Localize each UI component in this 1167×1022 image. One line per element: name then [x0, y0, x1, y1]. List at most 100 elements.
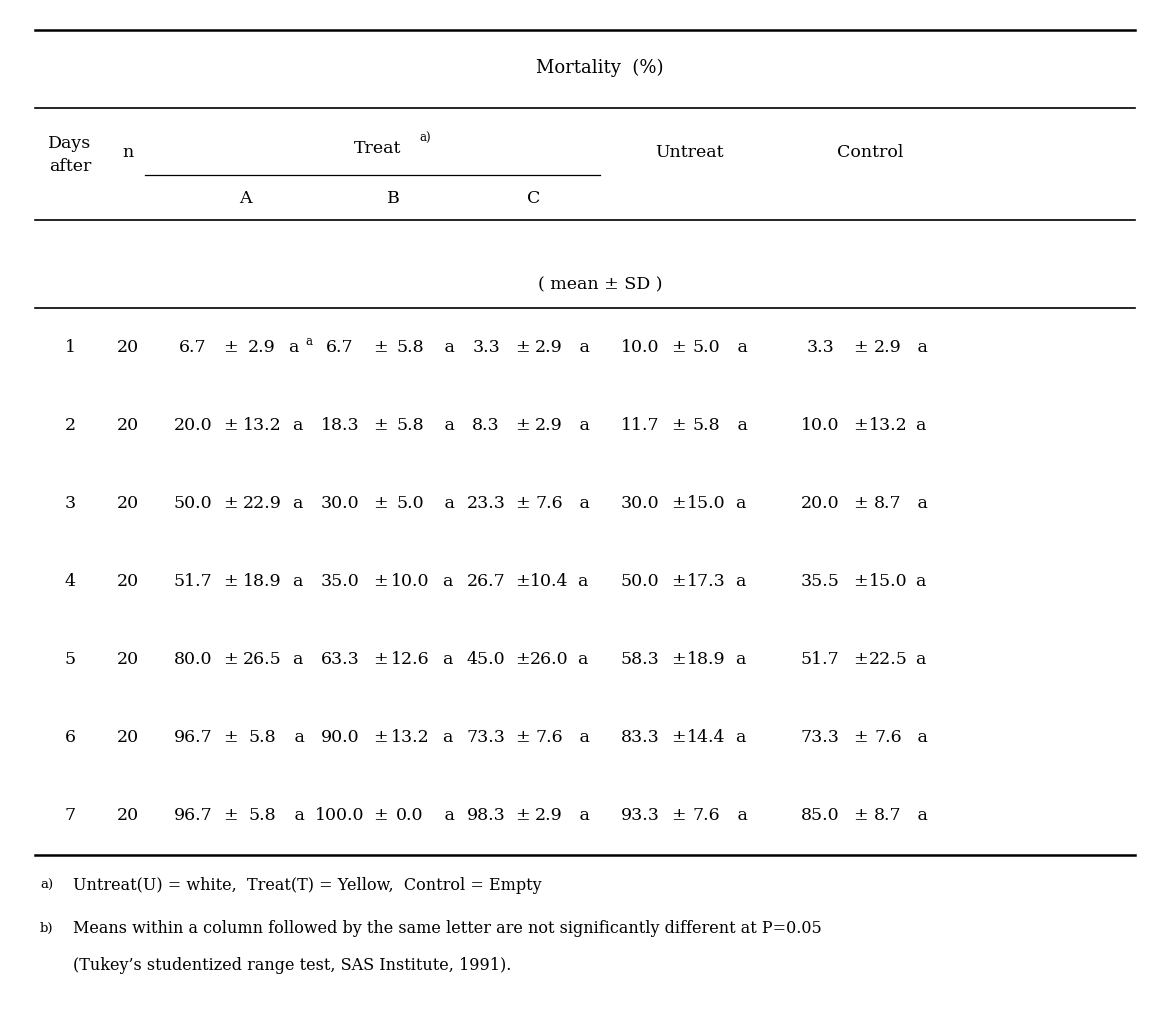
Text: 3: 3	[64, 495, 76, 512]
Text: a: a	[913, 807, 928, 825]
Text: ±: ±	[372, 417, 387, 433]
Text: 8.3: 8.3	[473, 417, 499, 433]
Text: a: a	[439, 338, 455, 356]
Text: 13.2: 13.2	[243, 417, 281, 433]
Text: 35.0: 35.0	[321, 573, 359, 590]
Text: a: a	[306, 334, 313, 347]
Text: 96.7: 96.7	[174, 730, 212, 746]
Text: 20: 20	[117, 730, 139, 746]
Text: a: a	[576, 651, 587, 668]
Text: a: a	[289, 807, 305, 825]
Text: a: a	[913, 338, 928, 356]
Text: ±: ±	[671, 651, 685, 668]
Text: 20: 20	[117, 807, 139, 825]
Text: 20: 20	[117, 417, 139, 433]
Text: 3.3: 3.3	[473, 338, 499, 356]
Text: 5.8: 5.8	[249, 807, 275, 825]
Text: 0.0: 0.0	[397, 807, 424, 825]
Text: 20: 20	[117, 651, 139, 668]
Text: ±: ±	[372, 730, 387, 746]
Text: 7.6: 7.6	[692, 807, 720, 825]
Text: a: a	[732, 417, 748, 433]
Text: 7.6: 7.6	[536, 495, 562, 512]
Text: 1: 1	[64, 338, 76, 356]
Text: 85.0: 85.0	[801, 807, 839, 825]
Text: ±: ±	[223, 338, 237, 356]
Text: 35.5: 35.5	[801, 573, 839, 590]
Text: 10.4: 10.4	[530, 573, 568, 590]
Text: a: a	[574, 338, 591, 356]
Text: a: a	[292, 651, 302, 668]
Text: 63.3: 63.3	[321, 651, 359, 668]
Text: ±: ±	[671, 730, 685, 746]
Text: 50.0: 50.0	[621, 573, 659, 590]
Text: a: a	[574, 495, 591, 512]
Text: ( mean ± SD ): ( mean ± SD )	[538, 277, 662, 293]
Text: 5.8: 5.8	[396, 417, 424, 433]
Text: ±: ±	[515, 338, 530, 356]
Text: 23.3: 23.3	[467, 495, 505, 512]
Text: a: a	[915, 573, 925, 590]
Text: ±: ±	[671, 807, 685, 825]
Text: 7.6: 7.6	[536, 730, 562, 746]
Text: ±: ±	[671, 338, 685, 356]
Text: ±: ±	[515, 495, 530, 512]
Text: ±: ±	[671, 495, 685, 512]
Text: 7.6: 7.6	[874, 730, 902, 746]
Text: 30.0: 30.0	[621, 495, 659, 512]
Text: Untreat: Untreat	[656, 143, 725, 160]
Text: 11.7: 11.7	[621, 417, 659, 433]
Text: 8.7: 8.7	[874, 495, 902, 512]
Text: 2.9: 2.9	[874, 338, 902, 356]
Text: 20.0: 20.0	[174, 417, 212, 433]
Text: a: a	[574, 807, 591, 825]
Text: a: a	[292, 573, 302, 590]
Text: a: a	[735, 651, 746, 668]
Text: b): b)	[40, 922, 54, 934]
Text: Days
after: Days after	[48, 135, 92, 175]
Text: a: a	[735, 573, 746, 590]
Text: ±: ±	[853, 730, 867, 746]
Text: Control: Control	[837, 143, 903, 160]
Text: (Tukey’s studentized range test, SAS Institute, 1991).: (Tukey’s studentized range test, SAS Ins…	[74, 957, 511, 974]
Text: ±: ±	[671, 573, 685, 590]
Text: ±: ±	[372, 651, 387, 668]
Text: Untreat(U) = white,  Treat(T) = Yellow,  Control = Empty: Untreat(U) = white, Treat(T) = Yellow, C…	[74, 877, 541, 893]
Text: 22.9: 22.9	[243, 495, 281, 512]
Text: C: C	[527, 189, 540, 206]
Text: 2.9: 2.9	[536, 338, 562, 356]
Text: a: a	[732, 807, 748, 825]
Text: 17.3: 17.3	[686, 573, 726, 590]
Text: ±: ±	[853, 417, 867, 433]
Text: 5.8: 5.8	[396, 338, 424, 356]
Text: a: a	[292, 417, 302, 433]
Text: 20: 20	[117, 338, 139, 356]
Text: 30.0: 30.0	[321, 495, 359, 512]
Text: 100.0: 100.0	[315, 807, 365, 825]
Text: 15.0: 15.0	[686, 495, 726, 512]
Text: ±: ±	[223, 651, 237, 668]
Text: a: a	[913, 730, 928, 746]
Text: 2.9: 2.9	[249, 338, 275, 356]
Text: a: a	[574, 730, 591, 746]
Text: Means within a column followed by the same letter are not significantly differen: Means within a column followed by the sa…	[74, 920, 822, 936]
Text: 20.0: 20.0	[801, 495, 839, 512]
Text: 26.5: 26.5	[243, 651, 281, 668]
Text: a): a)	[40, 879, 54, 891]
Text: 6.7: 6.7	[327, 338, 354, 356]
Text: 14.4: 14.4	[686, 730, 725, 746]
Text: 80.0: 80.0	[174, 651, 212, 668]
Text: 93.3: 93.3	[621, 807, 659, 825]
Text: 83.3: 83.3	[621, 730, 659, 746]
Text: a: a	[913, 495, 928, 512]
Text: 6: 6	[64, 730, 76, 746]
Text: 26.0: 26.0	[530, 651, 568, 668]
Text: 4: 4	[64, 573, 76, 590]
Text: 98.3: 98.3	[467, 807, 505, 825]
Text: 18.3: 18.3	[321, 417, 359, 433]
Text: a: a	[289, 730, 305, 746]
Text: 10.0: 10.0	[801, 417, 839, 433]
Text: 5.0: 5.0	[692, 338, 720, 356]
Text: ±: ±	[515, 651, 530, 668]
Text: Mortality  (%): Mortality (%)	[537, 59, 664, 77]
